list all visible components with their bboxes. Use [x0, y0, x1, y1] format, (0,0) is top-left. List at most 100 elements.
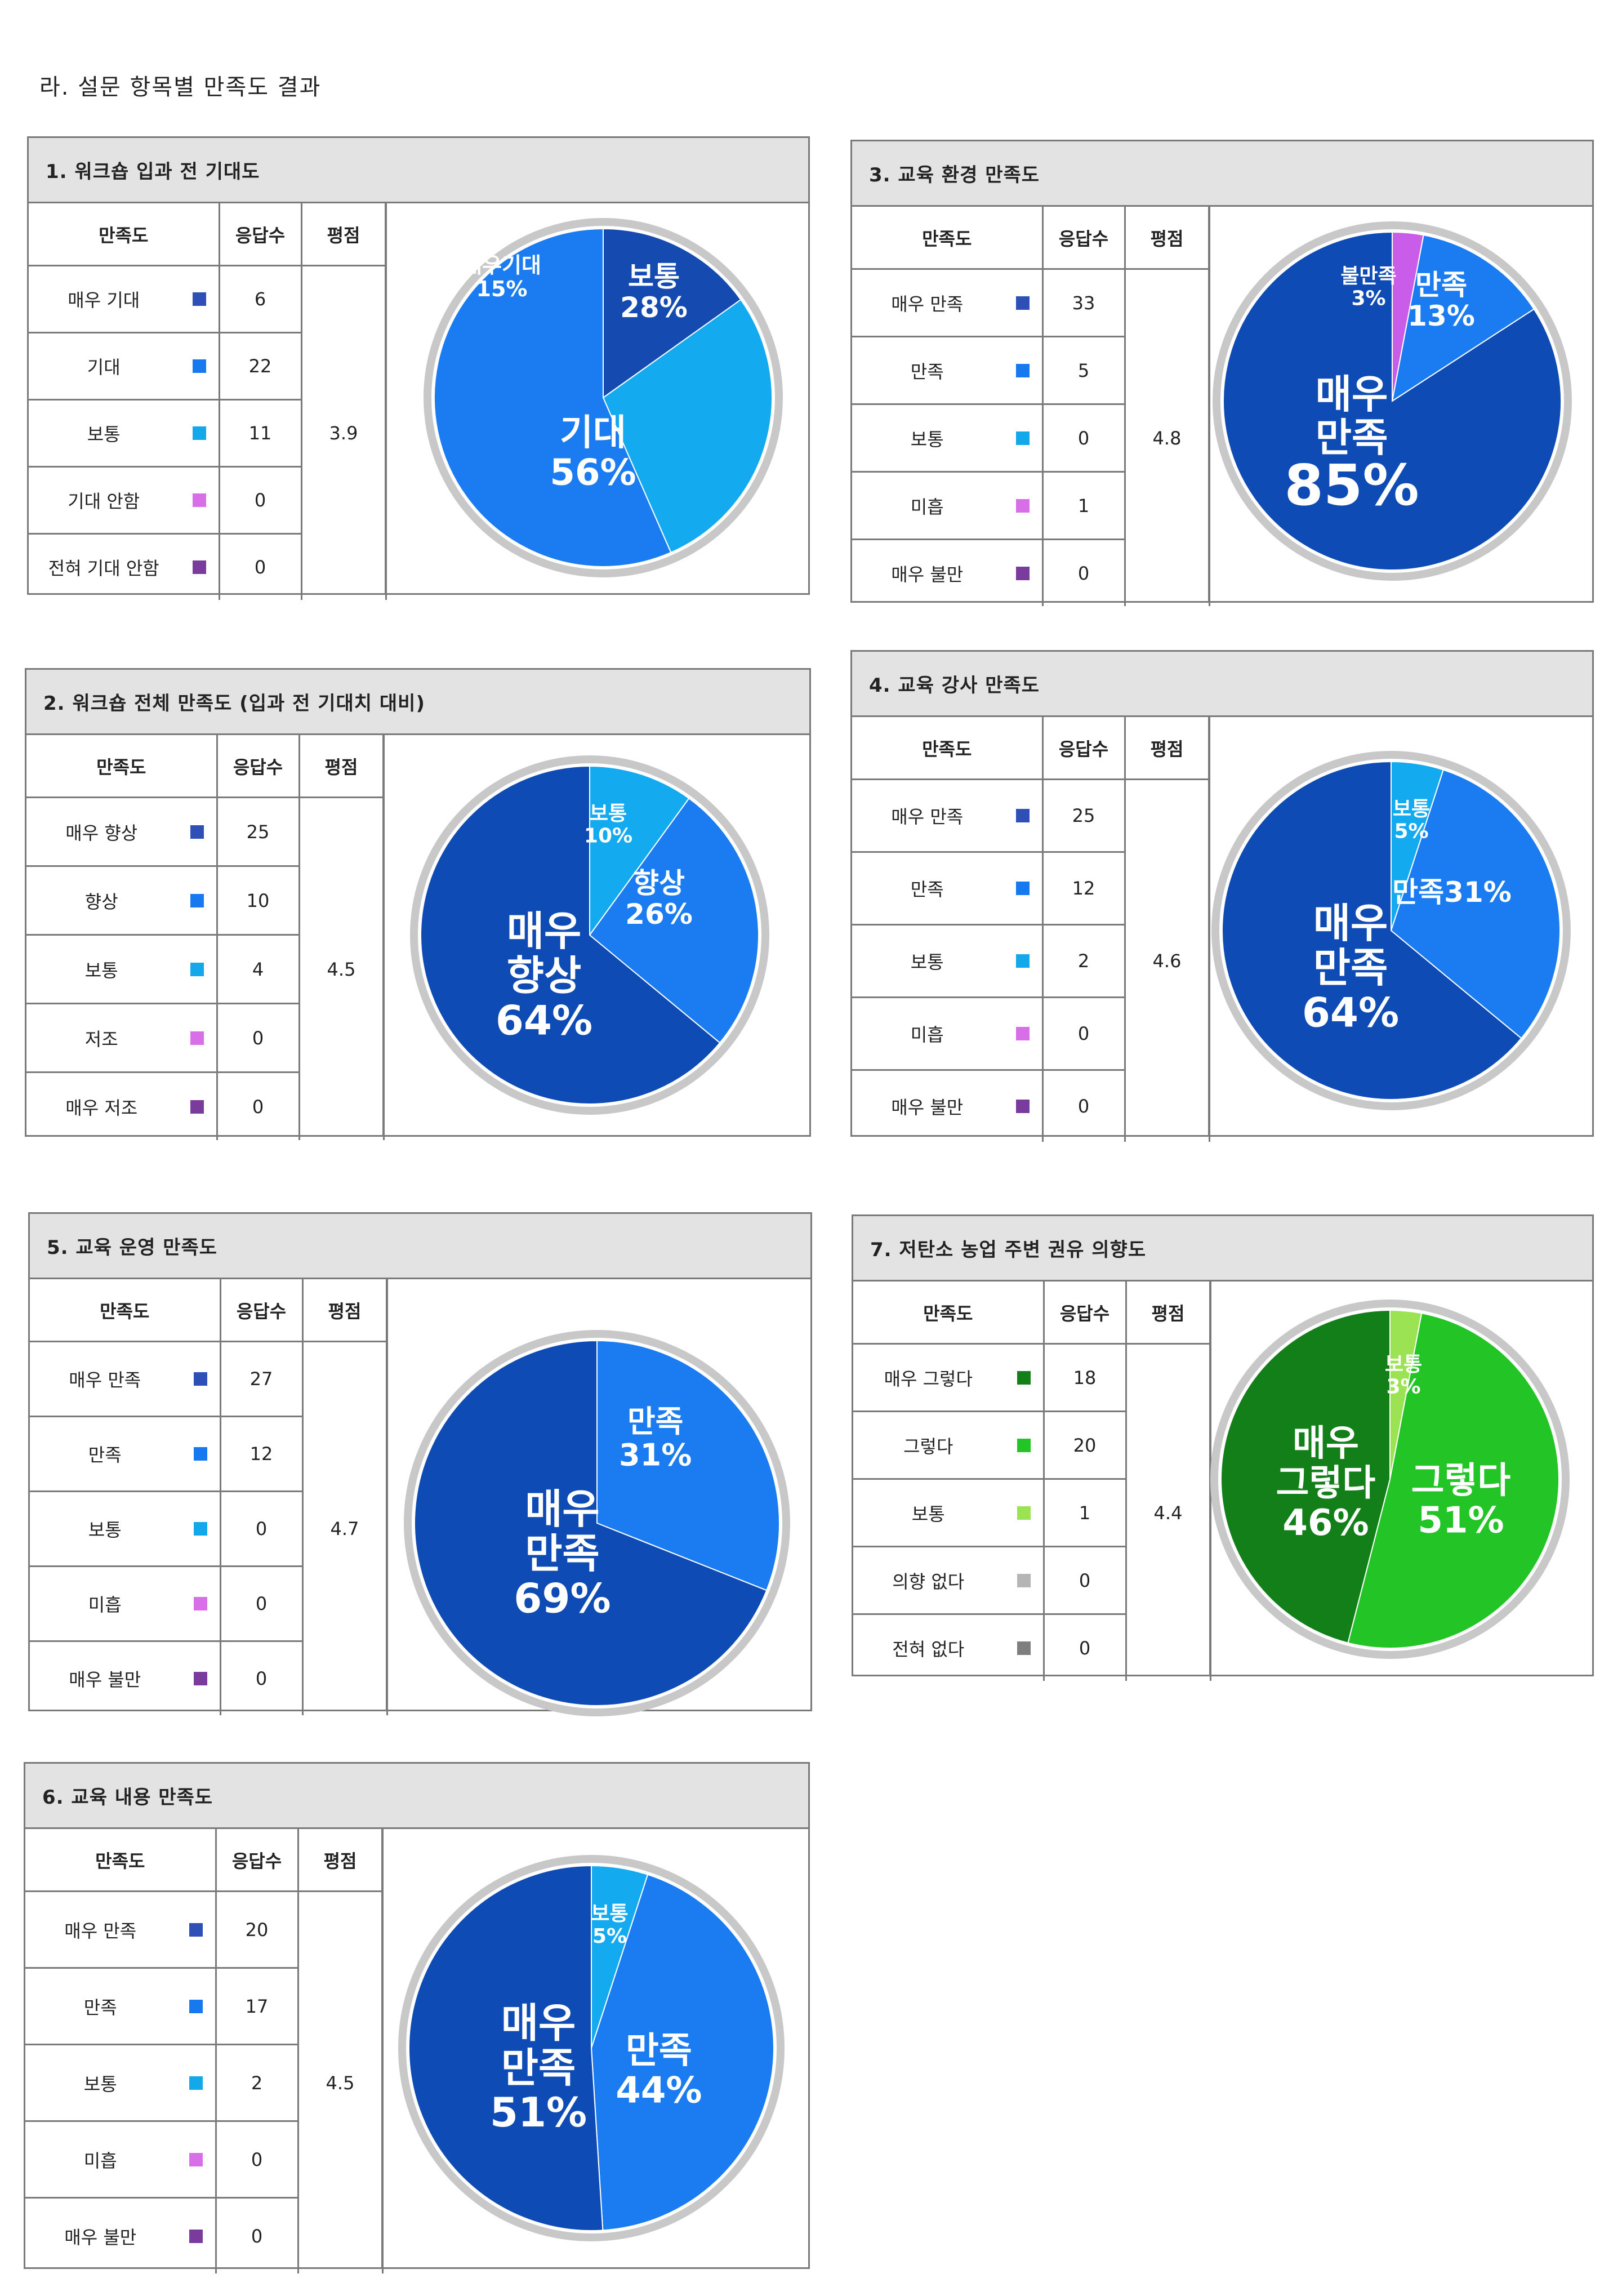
row-count: 1: [1041, 471, 1126, 540]
legend-swatch: [193, 1372, 207, 1386]
legend-swatch: [193, 1672, 207, 1685]
row-label: 매우 만족: [64, 1920, 137, 1942]
slice-percent: 13%: [1407, 300, 1475, 332]
pie-slice: [596, 1340, 780, 1591]
table-row: 매우 만족 33 4.8: [852, 268, 1210, 606]
pie-slice: [1391, 234, 1535, 403]
table-row: 매우 향상 25 4.5: [26, 797, 385, 1140]
row-label: 미흡: [83, 2150, 117, 2172]
legend-swatch: [1015, 363, 1030, 377]
slice-name: 만족: [627, 1404, 683, 1439]
slice-percent: 5%: [1394, 820, 1428, 843]
pie-slice: [420, 765, 721, 1105]
slice-percent: 56%: [550, 452, 636, 493]
row-label: 매우 불만: [891, 1097, 964, 1118]
header-count: 응답수: [1041, 715, 1126, 780]
header-average: 평점: [1124, 715, 1210, 780]
table-row: 보통 1: [853, 1478, 1210, 1547]
legend-swatch: [1015, 809, 1030, 822]
row-count: 20: [1042, 1410, 1127, 1480]
row-count: 2: [1041, 924, 1126, 998]
legend-swatch: [1015, 882, 1030, 895]
legend-swatch: [1015, 296, 1030, 310]
slice-name: 보통: [1385, 1353, 1422, 1376]
table-row: 전혀 기대 안함 0: [29, 533, 386, 600]
legend-swatch: [192, 359, 206, 373]
row-count: 5: [1041, 336, 1126, 405]
header-satisfaction: 만족도: [29, 202, 220, 266]
table-row: 미흡 0: [25, 2120, 382, 2199]
slice-percent: 26%: [625, 898, 693, 931]
legend-swatch: [193, 1447, 207, 1461]
table-row: 매우 만족 20 4.5: [25, 1890, 384, 2273]
legend-swatch: [193, 1597, 207, 1610]
slice-name: 만족: [1316, 415, 1388, 461]
slice-percent: 44%: [616, 2070, 702, 2111]
slice-name: 보통: [1393, 798, 1430, 821]
row-label: 매우 저조: [65, 1097, 138, 1119]
pie-slice: [1222, 760, 1522, 1100]
legend-swatch: [189, 1923, 203, 1937]
row-label: 만족: [910, 361, 944, 382]
row-label: 미흡: [910, 1024, 944, 1045]
legend-swatch: [1017, 1506, 1031, 1520]
row-label: 전혀 없다: [892, 1638, 965, 1660]
slice-percent: 64%: [496, 996, 592, 1044]
slice-name: 매우: [507, 907, 581, 955]
row-count: 0: [218, 533, 302, 600]
slice-name: 보통: [590, 802, 627, 825]
row-label: 저조: [84, 1028, 118, 1050]
row-label: 미흡: [88, 1594, 122, 1616]
slice-name: 만족: [1313, 944, 1388, 991]
slice-name: 향상: [507, 952, 581, 999]
slice-percent: 3%: [1351, 287, 1385, 310]
table-row: 보통 2: [852, 924, 1209, 998]
header-count: 응답수: [1042, 1280, 1127, 1345]
row-count: 0: [1041, 539, 1126, 606]
table-row: 보통 0: [30, 1490, 387, 1567]
row-count: 25: [1041, 778, 1126, 853]
legend-swatch: [1015, 566, 1030, 580]
slice-name: 보통: [628, 260, 680, 293]
header-average: 평점: [1124, 205, 1210, 270]
row-label: 보통: [88, 1519, 122, 1541]
table-divider: [382, 733, 384, 1135]
header-satisfaction: 만족도: [853, 1280, 1045, 1345]
legend-swatch: [1017, 1573, 1031, 1587]
row-label: 미흡: [910, 496, 944, 518]
pie-slice: [602, 299, 773, 554]
legend-swatch: [1015, 1100, 1030, 1113]
header-count: 응답수: [218, 202, 302, 266]
row-count: 12: [219, 1416, 304, 1492]
table-row: 보통 0: [852, 403, 1209, 473]
table-divider: [381, 1827, 383, 2267]
table-row: 만족 12: [852, 851, 1209, 925]
table-row: 매우 불만 0: [852, 1069, 1209, 1142]
average-score: 4.6: [1124, 778, 1210, 1142]
panel-title: 1. 워크숍 입과 전 기대도: [29, 138, 808, 203]
satisfaction-table: 만족도 응답수 평점 매우 만족 20 4.5 만족 17 보통 2 미흡 0 매우 불만 0: [25, 1827, 384, 2273]
slice-percent: 10%: [584, 825, 632, 848]
panel-title: 2. 워크숍 전체 만족도 (입과 전 기대치 대비): [26, 670, 809, 735]
slice-name: 매우: [1316, 371, 1388, 417]
table-row: 매우 저조 0: [26, 1071, 384, 1140]
pie-slice: [414, 1340, 768, 1706]
table-divider: [1208, 205, 1210, 601]
table-row: 저조 0: [26, 1003, 384, 1073]
row-count: 0: [1041, 996, 1126, 1071]
slice-label: 만족31%: [619, 1404, 692, 1472]
header-average: 평점: [298, 733, 385, 798]
table-row: 미흡 0: [30, 1565, 387, 1642]
slice-percent: 28%: [620, 291, 688, 324]
slice-name: 만족: [626, 2030, 692, 2072]
legend-swatch: [189, 1999, 203, 2013]
table-row: 만족 17: [25, 1967, 382, 2045]
